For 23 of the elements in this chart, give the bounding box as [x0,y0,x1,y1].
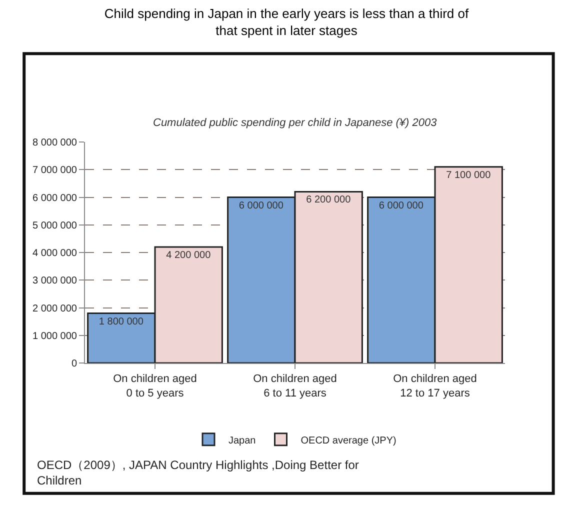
data-label: 6 000 000 [378,200,424,212]
y-tick-label: 0 [71,358,78,370]
legend-label: Japan [228,435,256,446]
y-tick-label: 1 000 000 [32,330,78,342]
y-tick-label: 4 000 000 [32,248,78,259]
y-tick-label: 6 000 000 [32,192,78,204]
y-tick-label: 8 000 000 [32,138,78,148]
text: OECD（2009）, JAPAN Country Highlights ,Doing Better for Children [37,458,359,488]
y-tick-label: 5 000 000 [32,220,78,232]
x-tick-label: On children aged 6 to 11 years [253,373,337,400]
chart-subtitle: Cumulated public spending per child in Japanese (¥) 2003 [153,117,438,129]
data-label: 1 800 000 [98,316,144,328]
legend-label: OECD average (JPY) [300,435,396,446]
chart-title: Child spending in Japan in the early years is less than a third of that spent in later stages [104,6,469,38]
data-label: 6 200 000 [306,194,352,206]
data-label: 7 100 000 [446,170,492,181]
x-tick-label: On children aged 0 to 5 years [113,373,197,400]
data-label: 4 200 000 [166,250,212,261]
y-tick-label: 3 000 000 [32,276,78,287]
x-tick-label: On children aged 12 to 17 years [393,373,477,400]
y-tick-label: 2 000 000 [32,303,78,314]
y-tick-label: 7 000 000 [32,165,78,176]
data-label: 6 000 000 [238,200,284,212]
